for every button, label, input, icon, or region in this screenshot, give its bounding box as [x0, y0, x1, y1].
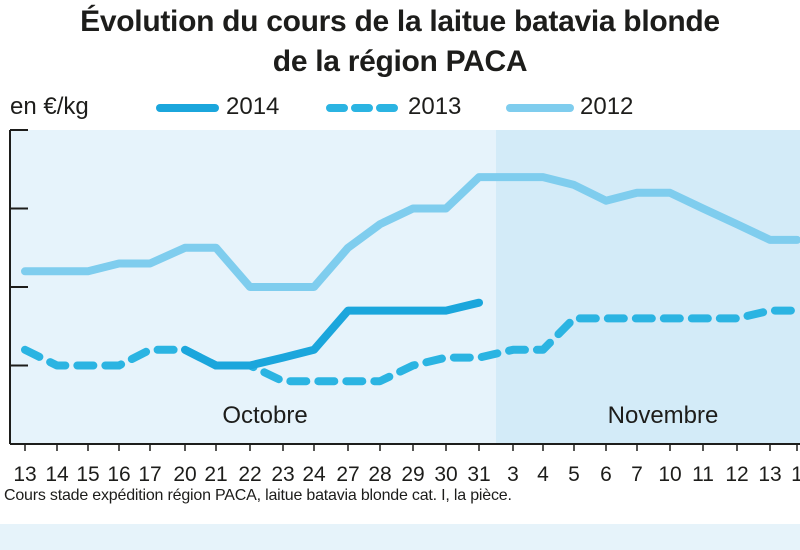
- month-label: Novembre: [608, 402, 719, 429]
- x-tick-label: 17: [138, 463, 161, 485]
- x-tick-label: 3: [507, 463, 519, 485]
- x-tick-label: 6: [600, 463, 612, 485]
- x-tick-label: 11: [692, 463, 714, 485]
- chart-title-line-2: de la région PACA: [272, 45, 528, 78]
- x-tick-label: 28: [368, 463, 391, 485]
- legend: [156, 104, 574, 112]
- x-tick-label: 13: [758, 463, 781, 485]
- series-line-2013: [21, 306, 800, 386]
- series-line-2014: [181, 298, 483, 370]
- legend-label-2014: 2014: [226, 93, 280, 120]
- x-tick-label: 30: [434, 463, 457, 485]
- x-tick-label: 23: [271, 463, 294, 485]
- x-tick-label: 12: [725, 463, 748, 485]
- legend-label-2012: 2012: [580, 93, 634, 120]
- x-tick-label: 29: [401, 463, 424, 485]
- chart-title-line-1: Évolution du cours de la laitue batavia …: [80, 5, 720, 38]
- series-line-2012: [21, 173, 800, 291]
- chart-footnote: Cours stade expédition région PACA, lait…: [4, 487, 512, 504]
- x-tick-label: 16: [107, 463, 130, 485]
- y-axis-unit-label: en €/kg: [10, 93, 89, 120]
- x-tick-label: 20: [173, 463, 196, 485]
- x-tick-label: 14: [45, 463, 69, 485]
- legend-label-2013: 2013: [408, 93, 462, 120]
- line-chart: 13 14 15 16 17 20 21 22 23 24 27 28 29 30 31 3 4 5 6 7 10 11 1…: [9, 129, 800, 485]
- bottom-band: [0, 524, 800, 550]
- x-tick-label: 10: [658, 463, 681, 485]
- x-tick-label: 15: [76, 463, 99, 485]
- x-tick-label: 31: [467, 463, 490, 485]
- x-tick-label: 21: [204, 463, 227, 485]
- x-tick-label: 1: [791, 463, 800, 485]
- x-tick-label: 24: [302, 463, 326, 485]
- month-label: Octobre: [222, 402, 307, 429]
- x-tick-label: 5: [568, 463, 580, 485]
- x-tick-label: 13: [13, 463, 36, 485]
- plot-panel-novembre: [496, 130, 800, 444]
- x-tick-label: 4: [537, 463, 549, 485]
- x-tick-label: 22: [238, 463, 261, 485]
- x-tick-label: 7: [631, 463, 643, 485]
- x-tick-label: 27: [336, 463, 359, 485]
